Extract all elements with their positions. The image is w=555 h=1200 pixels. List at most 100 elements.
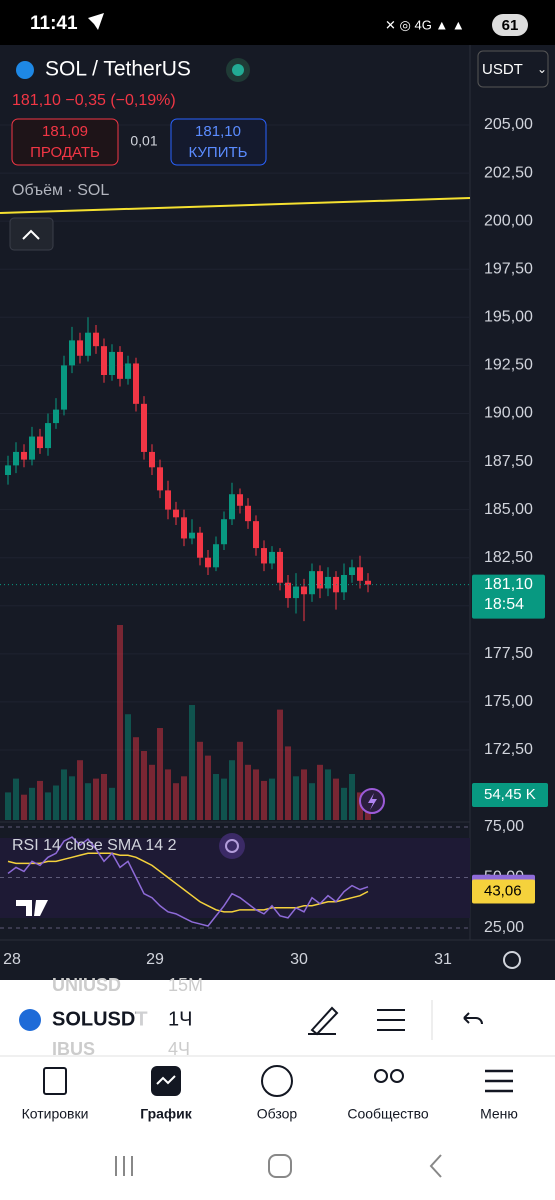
nav-label[interactable]: Меню (480, 1106, 518, 1122)
volume-bar (141, 751, 147, 820)
y-tick-label: 195,00 (484, 309, 533, 326)
candle-body (317, 571, 323, 589)
coin-icon (19, 1009, 41, 1031)
volume-bar (349, 774, 355, 820)
rsi-sync-icon (225, 839, 239, 853)
currency-select[interactable] (477, 50, 549, 88)
buy-button[interactable] (170, 118, 267, 166)
telegram-icon (88, 13, 104, 30)
volume-bar (285, 746, 291, 820)
fade (136, 1000, 152, 1040)
candle-body (349, 567, 355, 575)
candle-body (85, 332, 91, 356)
undo-icon[interactable] (463, 1012, 483, 1025)
candle-body (285, 582, 291, 599)
candle-body (197, 532, 203, 558)
candle-body (77, 340, 83, 356)
candle-body (277, 551, 283, 583)
volume-bar (277, 709, 283, 820)
x-label: 29 (146, 951, 164, 968)
sma-tag-label: 43,06 (484, 882, 522, 899)
volume-bar (341, 787, 347, 820)
candle-body (309, 571, 315, 595)
price-tag (472, 574, 545, 619)
volume-bar (309, 783, 315, 820)
flash-icon (368, 793, 377, 810)
chart-area (0, 45, 555, 980)
rsi-sync-button[interactable] (219, 833, 245, 859)
time: 11:41 (30, 13, 78, 34)
volume-bar (13, 778, 19, 820)
trend-line (0, 197, 471, 214)
volume-bar (157, 728, 163, 820)
y-tick-label: 187,50 (484, 453, 533, 470)
volume-bar (149, 764, 155, 820)
nav-label[interactable]: Сообщество (347, 1106, 429, 1122)
settings-icon[interactable] (503, 951, 521, 969)
sys-home[interactable] (268, 1154, 292, 1178)
status-bar (0, 0, 555, 45)
volume-bar (317, 764, 323, 820)
collapse-button[interactable] (9, 217, 54, 251)
nav-icon[interactable] (485, 1069, 513, 1093)
volume-bar (173, 783, 179, 820)
candle-body (117, 351, 123, 379)
volume-bar (181, 776, 187, 820)
y-tick-label: 172,50 (484, 741, 533, 758)
buy-label: КУПИТЬ (188, 144, 247, 161)
sma-tag (472, 879, 535, 904)
nav-label[interactable]: Обзор (257, 1106, 298, 1122)
coin-icon (16, 61, 34, 79)
y-tick-label: 205,00 (484, 116, 533, 133)
sys-recent[interactable] (115, 1156, 133, 1176)
nav-label[interactable]: График (140, 1106, 193, 1122)
candle-body (181, 517, 187, 539)
candle-body (365, 580, 371, 585)
candle-body (61, 365, 67, 410)
volume-bar (85, 783, 91, 820)
sell-button[interactable] (11, 118, 119, 166)
x-label: 31 (434, 951, 452, 968)
rsi-label: RSI 14 close SMA 14 2 (12, 837, 177, 854)
candle-body (221, 519, 227, 545)
volume-bar (197, 741, 203, 820)
draw-icon[interactable] (308, 1006, 339, 1036)
y-tick-label: 177,50 (484, 645, 533, 662)
volume-bar (117, 625, 123, 820)
volume-bar (189, 705, 195, 820)
y-tick-label: 190,00 (484, 405, 533, 422)
sell-price: 181,09 (42, 123, 88, 140)
volume-bar (61, 769, 67, 820)
toolbar-interval[interactable]: 1Ч (168, 1008, 192, 1030)
volume-bar (301, 769, 307, 820)
nav-icon[interactable] (374, 1069, 388, 1083)
y-tick-label: 182,50 (484, 549, 533, 566)
volume-label: Объём · SOL (12, 182, 109, 199)
toolbar-symbol[interactable]: SOLUSDT (52, 1008, 148, 1030)
x-label: 28 (3, 951, 21, 968)
candle-body (237, 494, 243, 506)
y-tick-label: 175,00 (484, 693, 533, 710)
status-icons: ✕ ◎ 4G ▲ ▲ (385, 17, 465, 32)
toolbar (0, 980, 555, 1055)
nav-icon[interactable] (261, 1065, 293, 1097)
candle-body (93, 332, 99, 347)
sys-back[interactable] (429, 1154, 442, 1178)
volume-bar (253, 769, 259, 820)
nav-icon[interactable] (43, 1067, 67, 1095)
marks: 205,00 202,50 200,00 197,50 195,00 192,50 190,… (0, 116, 548, 936)
y-tick-label: 202,50 (484, 164, 533, 181)
nav-label[interactable]: Котировки (22, 1106, 89, 1122)
candle-body (149, 451, 155, 468)
volume-bar (357, 792, 363, 820)
volume-bar (77, 760, 83, 820)
price-tag-label: 181,10 (484, 576, 533, 593)
indicators-icon[interactable] (377, 1009, 405, 1031)
candle-body (101, 346, 107, 375)
candle-body (341, 575, 347, 593)
candle-body (173, 509, 179, 518)
candle-body (325, 576, 331, 589)
price-change: 181,10 −0,35 (−0,19%) (12, 92, 176, 109)
